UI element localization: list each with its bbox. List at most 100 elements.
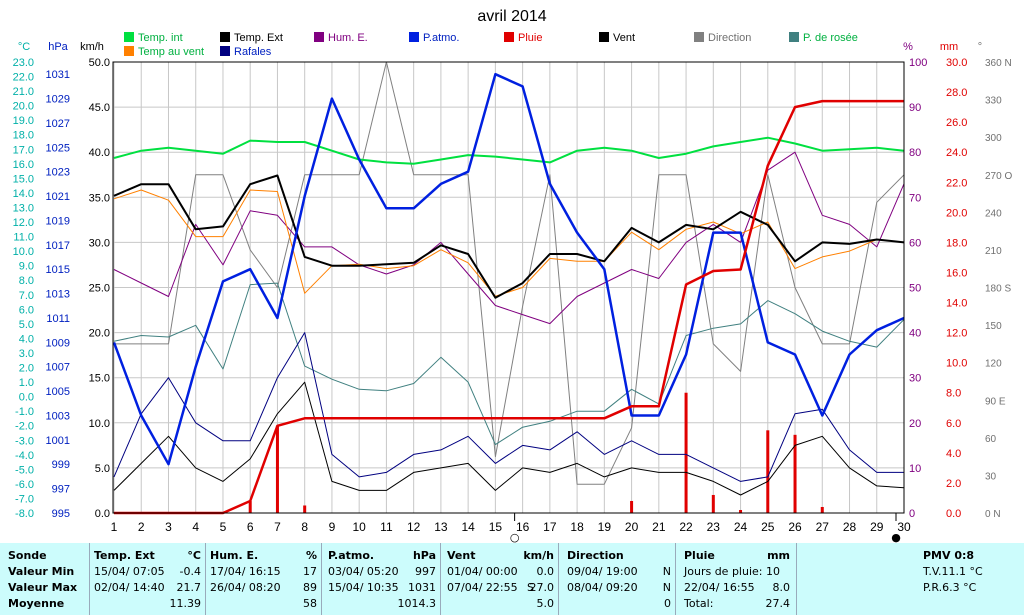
row-labels: Sonde Valeur Min Valeur Max Moyenne: [0, 543, 88, 615]
tick-label-patm: 997: [52, 484, 70, 496]
x-tick-label: 4: [192, 520, 199, 534]
vent-min: 0.0: [536, 565, 555, 578]
legend: Temp. int Temp. Ext Hum. E. P.atmo. Pluie Ven…: [124, 32, 858, 58]
tick-label-temp: 11.0: [13, 232, 34, 244]
direction-avg: 0: [664, 597, 671, 610]
x-tick-label: 29: [870, 520, 884, 534]
tick-label-temp: 22.0: [13, 72, 34, 84]
tick-label-pluie: 10.0: [946, 358, 967, 370]
tick-label-vent: 0.0: [95, 508, 110, 520]
chart: avril 2014 23.022.021.020.019.018.017.01…: [12, 8, 1013, 543]
tick-label-temp: -6.0: [15, 479, 34, 491]
pmv-pr: P.R.6.3 °C: [923, 581, 977, 594]
temp-ext-block: Temp. Ext °C 15/04/ 07:05 -0.4 02/04/ 14…: [89, 543, 205, 615]
tick-label-pluie: 4.0: [946, 448, 961, 460]
legend-swatch: [694, 32, 704, 42]
pmv-tv: T.V.11.1 °C: [923, 565, 983, 578]
tick-label-pluie: 2.0: [946, 478, 961, 490]
patm-max-when: 15/04/ 10:35: [328, 581, 399, 594]
tick-label-temp: -7.0: [15, 493, 34, 505]
rain-bar: [711, 494, 715, 513]
tick-label-direction: 180 S: [985, 284, 1011, 295]
tick-label-hum: 0: [909, 508, 915, 520]
tick-label-direction: 240: [985, 208, 1002, 219]
chart-title: avril 2014: [477, 8, 546, 25]
patm-block: P.atmo. hPa 03/04/ 05:20 997 15/04/ 10:3…: [321, 543, 440, 615]
hum-avg: 58: [303, 597, 317, 610]
rain-bar: [248, 500, 252, 513]
tick-label-pluie: 6.0: [946, 418, 961, 430]
vent-max: 27.0: [529, 581, 555, 594]
tick-label-direction: 0 N: [985, 509, 1001, 520]
legend-label: Rafales: [234, 46, 272, 58]
tick-label-temp: 18.0: [13, 130, 34, 142]
tick-label-patm: 1009: [46, 337, 70, 349]
pluie-total: 27.4: [765, 597, 791, 610]
axis-unit-temp: °C: [18, 41, 30, 53]
tick-label-patm: 1011: [46, 313, 70, 325]
x-tick-label: 30: [897, 520, 911, 534]
direction-min-when: 09/04/ 19:00: [567, 565, 638, 578]
x-tick-label: 26: [788, 520, 802, 534]
rain-bar: [303, 505, 307, 513]
tick-label-temp: -2.0: [15, 421, 34, 433]
hum-block: Hum. E. % 17/04/ 16:15 17 26/04/ 08:20 8…: [205, 543, 321, 615]
axis-unit-hum: %: [903, 41, 913, 53]
tick-label-direction: 30: [985, 471, 997, 482]
x-tick-label: 25: [761, 520, 775, 534]
tick-label-patm: 1005: [46, 386, 70, 398]
pluie-days: Jours de pluie: 10: [684, 565, 780, 578]
legend-swatch: [220, 32, 230, 42]
tick-label-temp: 7.0: [19, 290, 34, 302]
tick-label-direction: 300: [985, 133, 1002, 144]
hum-title: Hum. E.: [210, 549, 259, 562]
direction-title: Direction: [567, 549, 624, 562]
row-label-max: Valeur Max: [8, 581, 78, 594]
series-line-vent: [113, 381, 905, 496]
x-tick-label: 24: [734, 520, 748, 534]
tick-label-patm: 1015: [46, 264, 70, 276]
tick-label-patm: 999: [52, 459, 70, 471]
rain-bar: [793, 434, 797, 513]
moon-phase-icon: ○: [510, 531, 520, 543]
pmv-title: PMV 0:8: [923, 549, 975, 562]
vent-unit: km/h: [523, 549, 554, 562]
legend-label: P.atmo.: [423, 32, 460, 44]
legend-label: Direction: [708, 32, 751, 44]
tick-label-direction: 360 N: [985, 58, 1012, 69]
legend-swatch: [504, 32, 514, 42]
tick-label-vent: 25.0: [89, 283, 110, 295]
tick-label-temp: 13.0: [13, 202, 34, 214]
summary-panel: Sonde Valeur Min Valeur Max Moyenne Temp…: [0, 543, 1024, 615]
x-tick-label: 2: [138, 520, 145, 534]
tick-label-temp: 16.0: [13, 159, 34, 171]
tick-label-vent: 30.0: [89, 237, 110, 249]
tick-label-vent: 50.0: [89, 57, 110, 69]
hum-unit: %: [305, 549, 317, 562]
rain-bar: [630, 500, 634, 513]
tick-label-patm: 1019: [46, 215, 70, 227]
direction-max-when: 08/04/ 09:20: [567, 581, 638, 594]
tick-label-vent: 15.0: [89, 373, 110, 385]
tick-label-direction: 270 O: [985, 171, 1012, 182]
direction-max: N: [662, 581, 671, 594]
vent-max-when: 07/04/ 22:55: [447, 581, 518, 594]
patm-min: 997: [415, 565, 436, 578]
pluie-title: Pluie: [684, 549, 715, 562]
temp-ext-min-when: 15/04/ 07:05: [94, 565, 165, 578]
patm-avg: 1014.3: [397, 597, 437, 610]
temp-ext-avg: 11.39: [169, 597, 202, 610]
tick-label-vent: 20.0: [89, 328, 110, 340]
tick-label-temp: 4.0: [19, 333, 34, 345]
x-tick-label: 9: [329, 520, 336, 534]
tick-label-pluie: 20.0: [946, 207, 967, 219]
vent-avg: 5.0: [536, 597, 555, 610]
legend-swatch: [789, 32, 799, 42]
tick-label-vent: 40.0: [89, 147, 110, 159]
legend-label: Temp. Ext: [234, 32, 283, 44]
temp-ext-max-when: 02/04/ 14:40: [94, 581, 165, 594]
tick-label-temp: 6.0: [19, 304, 34, 316]
vent-max-dir: S: [527, 581, 534, 594]
tick-label-patm: 1029: [46, 94, 70, 106]
temp-ext-min: -0.4: [179, 565, 201, 578]
